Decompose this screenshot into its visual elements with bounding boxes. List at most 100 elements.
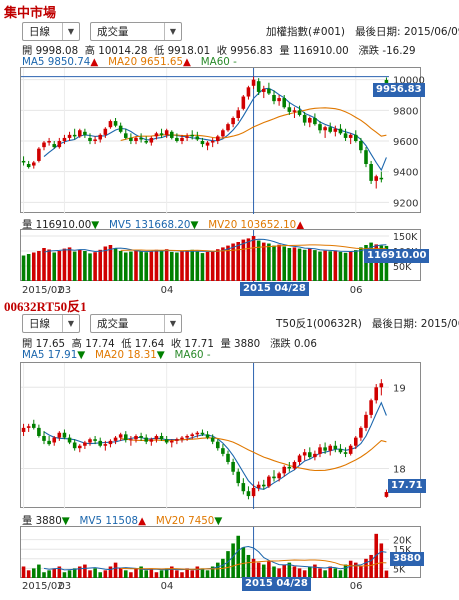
volume-bar [231,243,235,281]
volume-chart[interactable]: 5K10K15K20K [20,526,421,579]
chevron-down-icon: ▼ [62,23,79,40]
candle-body [169,440,174,443]
candle [215,134,220,145]
candle [205,431,210,440]
candle-body [129,137,133,141]
candle-body [236,110,241,118]
candle [313,113,317,126]
candle-body [57,141,62,148]
candle-body [267,88,271,94]
candle-body [154,436,159,440]
volume-chart-svg: 5K10K15K20K [21,527,412,579]
volume-chart[interactable]: 50K100K150K [20,229,421,282]
candle [185,434,189,441]
close-value: 9956.83 [230,45,273,57]
candle [333,440,338,453]
candle-body [231,118,235,125]
candle-body [72,134,77,137]
header-info: T50反1(00632R) 最後日期: 2015/06/09 [276,316,459,331]
volume-bar [31,568,36,578]
price-chart-svg: 9200 9400 9600 9800 10000 [21,68,425,214]
candle-body [338,128,343,134]
volume-bar [123,570,128,578]
header-info: 加權指數(#001) 最後日期: 2015/06/09 [266,24,459,39]
candle [47,137,51,146]
vol-value: 116910.00 [35,219,92,231]
indicator-select[interactable]: 成交量 ▼ [90,22,182,41]
price-chart[interactable]: 18 19 [20,362,421,509]
open-label: 開 [22,45,33,57]
chevron-down-icon: ▼ [164,315,181,332]
volume-bar [129,572,133,578]
candle [134,136,138,145]
candle-body [31,423,36,428]
volume-bar [108,245,113,281]
mv20-dir-icon: ▲ [296,219,305,231]
ma60-label: MA60 [174,349,204,361]
candle-body [42,436,46,441]
mv20-label: MV20 [155,515,185,527]
candle [129,133,133,145]
candle-body [292,110,297,112]
candle-body [169,131,174,138]
ma5-label: MA5 [22,56,45,68]
candle-body [379,383,384,388]
candle [154,131,159,140]
candle-body [261,484,266,487]
candle [26,160,31,169]
y-tick-label: 9200 [393,198,418,209]
candle [251,76,256,89]
y-tick-label: 150K [393,232,418,243]
period-select[interactable]: 日線 ▼ [22,314,80,333]
candle [123,431,128,443]
volume-bar [139,251,143,281]
candle [195,431,200,438]
last-date-label: 最後日期: [371,318,418,330]
candle [338,444,343,454]
candle [272,470,276,482]
volume-bar [267,243,271,281]
candle [77,128,82,138]
candle [169,130,174,140]
volume-bar [287,248,292,281]
candle [251,484,256,498]
candle-body [37,427,41,436]
candle-body [364,414,368,428]
candle [343,447,348,458]
ma5-value: 17.91 [47,349,78,361]
candle-body [159,133,164,135]
volume-bar [98,572,103,578]
high-value: 17.74 [85,338,115,350]
candle-body [42,142,46,148]
candle-body [302,452,307,456]
candle [175,437,179,445]
volume-bar [272,245,276,281]
candle-body [88,439,92,443]
volume-bar [287,562,292,578]
candle-body [103,444,108,446]
candle [139,432,143,441]
candle-body [149,137,154,143]
period-select[interactable]: 日線 ▼ [22,22,80,41]
change-value: 0.06 [293,338,317,350]
candle-body [287,466,292,469]
volume-bar [83,251,87,281]
price-chart[interactable]: 9200 9400 9600 9800 10000 [20,67,425,214]
candle [154,434,159,443]
candle-body [313,453,317,458]
volume-bar [348,560,353,578]
indicator-select[interactable]: 成交量 ▼ [90,314,182,333]
volume-bar [26,570,31,578]
volume-bar [57,251,62,281]
candle-body [353,134,358,141]
candle [323,442,327,454]
open-value: 17.65 [35,338,66,350]
candle [261,479,266,490]
candle-body [175,137,179,141]
candle-body [205,142,210,146]
last-date-label: 最後日期: [355,26,401,38]
candle [267,82,271,95]
volume-bar [98,249,103,281]
candle [302,111,307,126]
candle-body [200,141,205,145]
